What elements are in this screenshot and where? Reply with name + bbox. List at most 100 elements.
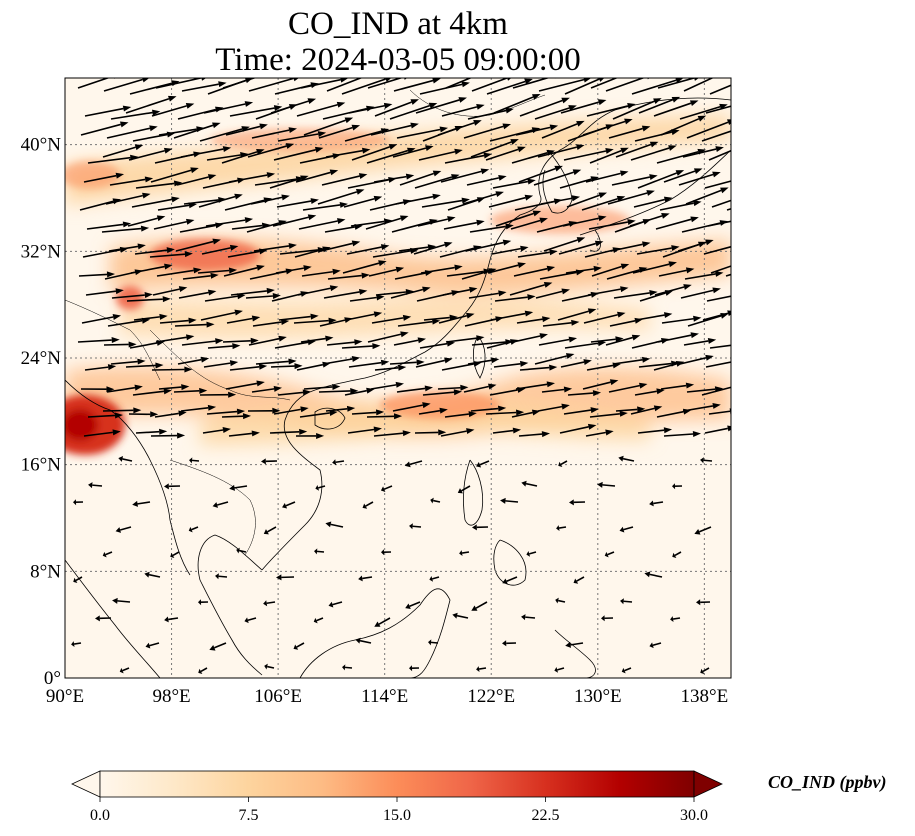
wind-vector bbox=[373, 430, 411, 437]
wind-vector bbox=[173, 387, 208, 394]
wind-vector bbox=[418, 407, 448, 415]
wind-vector bbox=[694, 526, 712, 535]
wind-vector bbox=[358, 575, 373, 582]
wind-vector bbox=[705, 361, 731, 368]
wind-vector bbox=[342, 260, 387, 274]
lon-tick-label: 114°E bbox=[361, 686, 408, 707]
wind-vector bbox=[189, 457, 200, 464]
wind-vector bbox=[653, 100, 699, 117]
wind-vector bbox=[373, 173, 415, 183]
wind-vector bbox=[173, 122, 221, 139]
wind-vector bbox=[225, 380, 265, 390]
wind-vector bbox=[636, 245, 680, 255]
wind-vector bbox=[562, 215, 607, 227]
wind-vector bbox=[409, 523, 422, 530]
map-title: CO_IND at 4km bbox=[288, 6, 508, 42]
wind-vector bbox=[296, 101, 346, 117]
wind-vector bbox=[677, 239, 714, 252]
wind-vector bbox=[273, 406, 309, 415]
wind-vector bbox=[470, 139, 519, 158]
wind-vector bbox=[102, 407, 142, 414]
malay-peninsula bbox=[199, 579, 263, 676]
wind-vector bbox=[181, 81, 227, 92]
wind-vector bbox=[135, 180, 183, 189]
wind-vector bbox=[682, 402, 721, 412]
wind-vector bbox=[710, 265, 731, 274]
wind-vector bbox=[174, 321, 215, 328]
wind-vector bbox=[102, 144, 144, 158]
wind-vector bbox=[658, 267, 695, 277]
wind-vector bbox=[638, 96, 681, 114]
wind-vector bbox=[586, 103, 636, 117]
wind-vector bbox=[488, 194, 534, 208]
wind-vector bbox=[188, 526, 199, 533]
wind-vector bbox=[314, 548, 325, 555]
colorbar-ticks: 0.0 7.5 15.0 22.5 30.0 bbox=[90, 797, 708, 824]
wind-vector bbox=[465, 239, 512, 252]
wind-vector bbox=[109, 176, 154, 186]
wind-vector bbox=[415, 357, 453, 368]
wind-vector bbox=[328, 601, 343, 608]
wind-vector bbox=[276, 198, 319, 208]
wind-vector bbox=[325, 521, 344, 528]
wind-vector bbox=[255, 358, 297, 365]
wind-vector bbox=[444, 152, 492, 164]
myanmar-coast bbox=[65, 379, 191, 576]
wind-vector bbox=[485, 409, 525, 416]
wind-vector bbox=[583, 311, 626, 324]
wind-vector bbox=[726, 207, 731, 211]
wind-vector bbox=[725, 273, 731, 277]
wind-vector bbox=[684, 270, 724, 280]
colorbar: 0.0 7.5 15.0 22.5 30.0 CO_IND (ppbv) bbox=[71, 770, 887, 824]
wind-vector bbox=[502, 640, 517, 647]
wind-vector bbox=[209, 642, 227, 651]
wind-vector bbox=[251, 385, 283, 393]
wind-vector bbox=[445, 78, 473, 89]
wind-vector bbox=[134, 247, 175, 255]
gulf-thailand-coast bbox=[197, 534, 263, 581]
wind-vector bbox=[395, 193, 441, 205]
wind-vector bbox=[73, 499, 84, 506]
wind-vector bbox=[660, 382, 695, 390]
wind-vector bbox=[601, 615, 614, 622]
wind-vector bbox=[247, 407, 281, 414]
wind-vector bbox=[459, 550, 470, 557]
wind-vector bbox=[707, 220, 731, 227]
wind-vector bbox=[701, 130, 731, 142]
wind-vector bbox=[517, 249, 558, 258]
wind-vector bbox=[452, 612, 469, 619]
wind-vector bbox=[351, 409, 385, 416]
wind-vector bbox=[649, 642, 662, 649]
wind-vector bbox=[244, 617, 257, 624]
wind-vector bbox=[177, 356, 210, 365]
wind-vector bbox=[202, 427, 231, 434]
wind-vector bbox=[589, 147, 629, 164]
wind-vector bbox=[696, 599, 711, 606]
wind-vector bbox=[182, 272, 219, 280]
wind-vector bbox=[152, 286, 188, 296]
wind-vector bbox=[362, 501, 374, 509]
wind-vector bbox=[155, 78, 207, 89]
wind-vector bbox=[554, 666, 565, 673]
wind-vector bbox=[317, 189, 365, 205]
wind-vector bbox=[440, 168, 490, 183]
wind-vector bbox=[618, 455, 635, 462]
wind-vector bbox=[535, 288, 570, 299]
wind-vector bbox=[512, 333, 548, 343]
wind-vector bbox=[560, 99, 607, 114]
wind-vector bbox=[457, 485, 471, 494]
lon-tick-label: 122°E bbox=[467, 686, 515, 707]
wind-vector bbox=[200, 309, 243, 321]
lat-tick-label: 24°N bbox=[21, 348, 62, 369]
wind-vector bbox=[564, 78, 605, 95]
wind-vector bbox=[428, 639, 439, 646]
wind-vector bbox=[393, 78, 441, 92]
wind-vector bbox=[261, 458, 278, 465]
wind-vector bbox=[110, 109, 161, 120]
wind-vector bbox=[119, 667, 130, 674]
wind-vector bbox=[630, 405, 663, 415]
wind-vector bbox=[466, 174, 507, 186]
wind-vector bbox=[429, 575, 440, 582]
wind-vector bbox=[490, 310, 534, 321]
wind-vector bbox=[537, 403, 570, 412]
